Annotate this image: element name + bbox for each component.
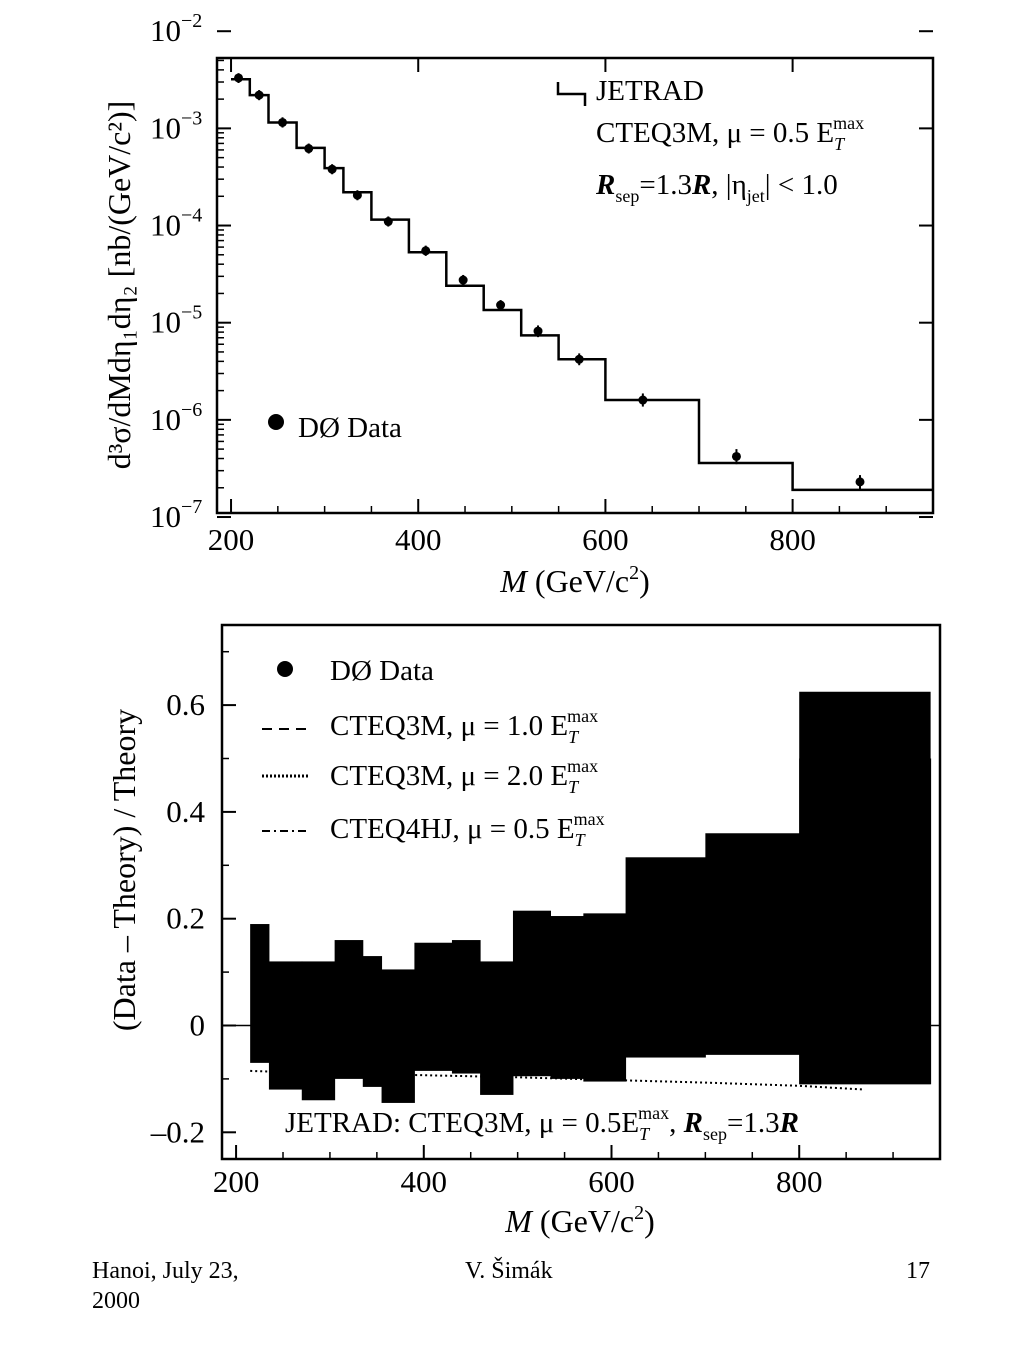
bottom-legend-entry-4: CTEQ4HJ, μ = 0.5 ETmax bbox=[330, 809, 605, 850]
top-x-axis-label: M (GeV/c2) bbox=[499, 562, 649, 599]
data-point bbox=[278, 117, 288, 127]
x-tick-label: 600 bbox=[588, 1164, 635, 1199]
y-tick-label: 10−5 bbox=[150, 302, 202, 340]
data-point bbox=[574, 354, 584, 364]
top-legend-theory-label: JETRAD bbox=[596, 75, 704, 107]
bottom-chart: 200 400 600 800 0.6 0.4 0.2 0 –0.2 DØ Data CTEQ… bbox=[106, 623, 942, 1239]
band-bin bbox=[414, 942, 453, 1071]
band-bin bbox=[250, 924, 270, 1063]
band-bin bbox=[705, 833, 800, 1055]
top-x-axis: 200 400 600 800 bbox=[208, 58, 887, 557]
band-bin bbox=[625, 857, 706, 1058]
band-bin bbox=[301, 961, 336, 1101]
top-legend-line3: Rsep=1.3R, |ηjet| < 1.0 bbox=[595, 169, 838, 206]
bottom-legend-entry-3: CTEQ3M, μ = 2.0 ETmax bbox=[330, 756, 598, 797]
top-legend: JETRAD CTEQ3M, μ = 0.5 ETmax Rsep=1.3R, … bbox=[268, 75, 864, 444]
top-legend-line2: CTEQ3M, μ = 0.5 ETmax bbox=[596, 113, 864, 154]
bottom-legend: DØ Data CTEQ3M, μ = 1.0 ETmax CTEQ3M, μ … bbox=[262, 655, 605, 850]
band-bin bbox=[451, 940, 481, 1074]
data-point bbox=[421, 246, 431, 256]
band-bin bbox=[550, 916, 584, 1079]
x-tick-label: 200 bbox=[208, 522, 255, 557]
top-chart: 200 400 600 800 10−2 10−3 10−4 10−5 10−6 10−7 JE… bbox=[101, 10, 935, 599]
band-bin bbox=[512, 910, 551, 1077]
x-tick-label: 400 bbox=[401, 1164, 448, 1199]
y-tick-label: 0 bbox=[190, 1008, 206, 1043]
data-point bbox=[304, 144, 314, 154]
y-tick-label: 0.6 bbox=[166, 687, 205, 722]
bottom-plot-frame bbox=[220, 623, 942, 1161]
x-tick-label: 800 bbox=[769, 522, 816, 557]
bottom-legend-entry-2: CTEQ3M, μ = 1.0 ETmax bbox=[330, 706, 598, 747]
bottom-x-axis: 200 400 600 800 bbox=[213, 1145, 894, 1199]
x-tick-label: 200 bbox=[213, 1164, 260, 1199]
x-tick-label: 400 bbox=[395, 522, 442, 557]
bottom-y-axis: 0.6 0.4 0.2 0 –0.2 bbox=[150, 650, 236, 1149]
data-point bbox=[496, 300, 506, 310]
y-tick-label: 10−4 bbox=[150, 205, 202, 243]
data-point bbox=[458, 275, 468, 285]
footer-author: V. Šimák bbox=[465, 1258, 553, 1284]
top-y-axis: 10−2 10−3 10−4 10−5 10−6 10−7 bbox=[150, 10, 933, 534]
bottom-uncertainty-band bbox=[250, 691, 932, 1103]
top-plot-frame bbox=[215, 56, 935, 515]
band-bin bbox=[480, 961, 514, 1095]
footer-location-line1: Hanoi, July 23, bbox=[92, 1258, 239, 1284]
footer-location-date: Hanoi, July 23, 2000 bbox=[92, 1256, 239, 1316]
band-bin bbox=[583, 913, 627, 1082]
data-point bbox=[234, 73, 244, 83]
band-bin bbox=[799, 691, 931, 1085]
top-legend-data-marker bbox=[268, 414, 284, 430]
y-tick-label: –0.2 bbox=[150, 1114, 205, 1149]
y-tick-label: 10−7 bbox=[150, 496, 202, 534]
data-point bbox=[254, 90, 264, 100]
y-tick-label: 10−2 bbox=[150, 10, 202, 48]
data-point bbox=[731, 451, 741, 461]
top-legend-step-marker bbox=[556, 82, 587, 106]
bottom-y-axis-label: (Data – Theory) / Theory bbox=[106, 709, 142, 1031]
bottom-legend-entry-1: DØ Data bbox=[330, 655, 434, 687]
data-point bbox=[383, 217, 393, 227]
bottom-x-axis-label: M (GeV/c2) bbox=[504, 1202, 654, 1239]
data-point bbox=[638, 395, 648, 405]
bottom-annotation: JETRAD: CTEQ3M, μ = 0.5ETmax, Rsep=1.3R bbox=[285, 1103, 799, 1144]
y-tick-label: 0.2 bbox=[166, 901, 205, 936]
figure-canvas: 200 400 600 800 10−2 10−3 10−4 10−5 10−6 10−7 JE… bbox=[101, 10, 942, 1239]
band-bin bbox=[381, 969, 415, 1103]
top-y-axis-label: d³σ/dMdη₁dη₂ [nb/(GeV/c²)] bbox=[101, 101, 137, 470]
data-point bbox=[352, 190, 362, 200]
bottom-cteq4hj-line bbox=[250, 1069, 865, 1091]
data-point bbox=[533, 326, 543, 336]
y-tick-label: 0.4 bbox=[166, 794, 205, 829]
top-data-points bbox=[234, 73, 865, 490]
footer-page-number: 17 bbox=[906, 1258, 930, 1284]
top-legend-data-label: DØ Data bbox=[298, 412, 402, 444]
footer-location-line2: 2000 bbox=[92, 1288, 140, 1314]
x-tick-label: 800 bbox=[776, 1164, 823, 1199]
y-tick-label: 10−6 bbox=[150, 399, 202, 437]
data-point bbox=[327, 164, 337, 174]
band-bin bbox=[362, 956, 383, 1087]
bottom-legend-data-marker bbox=[277, 661, 293, 677]
x-tick-label: 600 bbox=[582, 522, 629, 557]
data-point bbox=[855, 477, 865, 487]
band-bin bbox=[334, 940, 364, 1079]
y-tick-label: 10−3 bbox=[150, 107, 202, 145]
